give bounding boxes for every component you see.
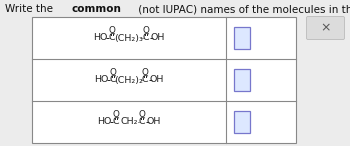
Text: common: common bbox=[71, 5, 121, 14]
Text: C: C bbox=[109, 33, 115, 42]
Text: C: C bbox=[110, 75, 116, 85]
Text: C: C bbox=[139, 118, 145, 126]
Bar bbox=[32, 17, 296, 143]
Text: O: O bbox=[108, 26, 116, 35]
Text: O: O bbox=[139, 110, 146, 119]
Text: HO: HO bbox=[97, 118, 111, 126]
Text: OH: OH bbox=[150, 75, 164, 85]
Text: (CH₂)₃: (CH₂)₃ bbox=[114, 33, 144, 42]
Text: O: O bbox=[110, 68, 117, 77]
Text: C: C bbox=[142, 75, 148, 85]
Text: O: O bbox=[142, 26, 149, 35]
Text: C: C bbox=[143, 33, 149, 42]
Bar bbox=[234, 111, 250, 133]
Text: OH: OH bbox=[147, 118, 161, 126]
Text: ×: × bbox=[320, 21, 331, 34]
Text: O: O bbox=[141, 68, 148, 77]
Text: C: C bbox=[113, 118, 119, 126]
Text: (CH₂)₂: (CH₂)₂ bbox=[114, 75, 144, 85]
Bar bbox=[234, 27, 250, 49]
Text: HO: HO bbox=[94, 75, 108, 85]
Bar bbox=[234, 69, 250, 91]
FancyBboxPatch shape bbox=[307, 16, 344, 40]
Text: HO: HO bbox=[93, 33, 107, 42]
Text: CH₂: CH₂ bbox=[120, 118, 138, 126]
Text: O: O bbox=[113, 110, 119, 119]
Text: OH: OH bbox=[151, 33, 165, 42]
Text: (not IUPAC) names of the molecules in the table below.: (not IUPAC) names of the molecules in th… bbox=[135, 5, 350, 14]
Text: Write the: Write the bbox=[5, 5, 56, 14]
